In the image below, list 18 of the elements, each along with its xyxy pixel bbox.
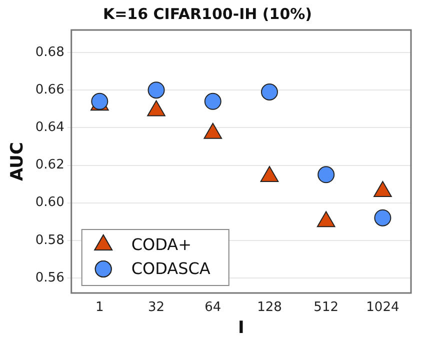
y-tick-label: 0.66 — [35, 82, 64, 98]
y-tick-label: 0.56 — [35, 270, 64, 286]
x-tick-label: 64 — [204, 300, 222, 316]
x-tick-label: 512 — [314, 300, 338, 316]
y-tick-label: 0.60 — [35, 195, 64, 210]
chart-title: K=16 CIFAR100-IH (10%) — [102, 4, 312, 23]
y-tick-label: 0.62 — [35, 158, 64, 173]
legend-label: CODASCA — [131, 259, 210, 278]
y-tick-label: 0.68 — [35, 44, 64, 60]
x-tick-label: 32 — [148, 300, 165, 316]
x-tick-label: 1 — [96, 300, 104, 316]
x-tick-label: 128 — [257, 300, 282, 316]
x-tick-label: 1024 — [366, 300, 400, 316]
x-axis-title: I — [238, 318, 244, 338]
y-tick-label: 0.64 — [35, 120, 64, 136]
legend-label: CODA+ — [131, 235, 192, 254]
y-axis-title: AUC — [8, 142, 28, 181]
y-tick-label: 0.58 — [35, 232, 64, 248]
